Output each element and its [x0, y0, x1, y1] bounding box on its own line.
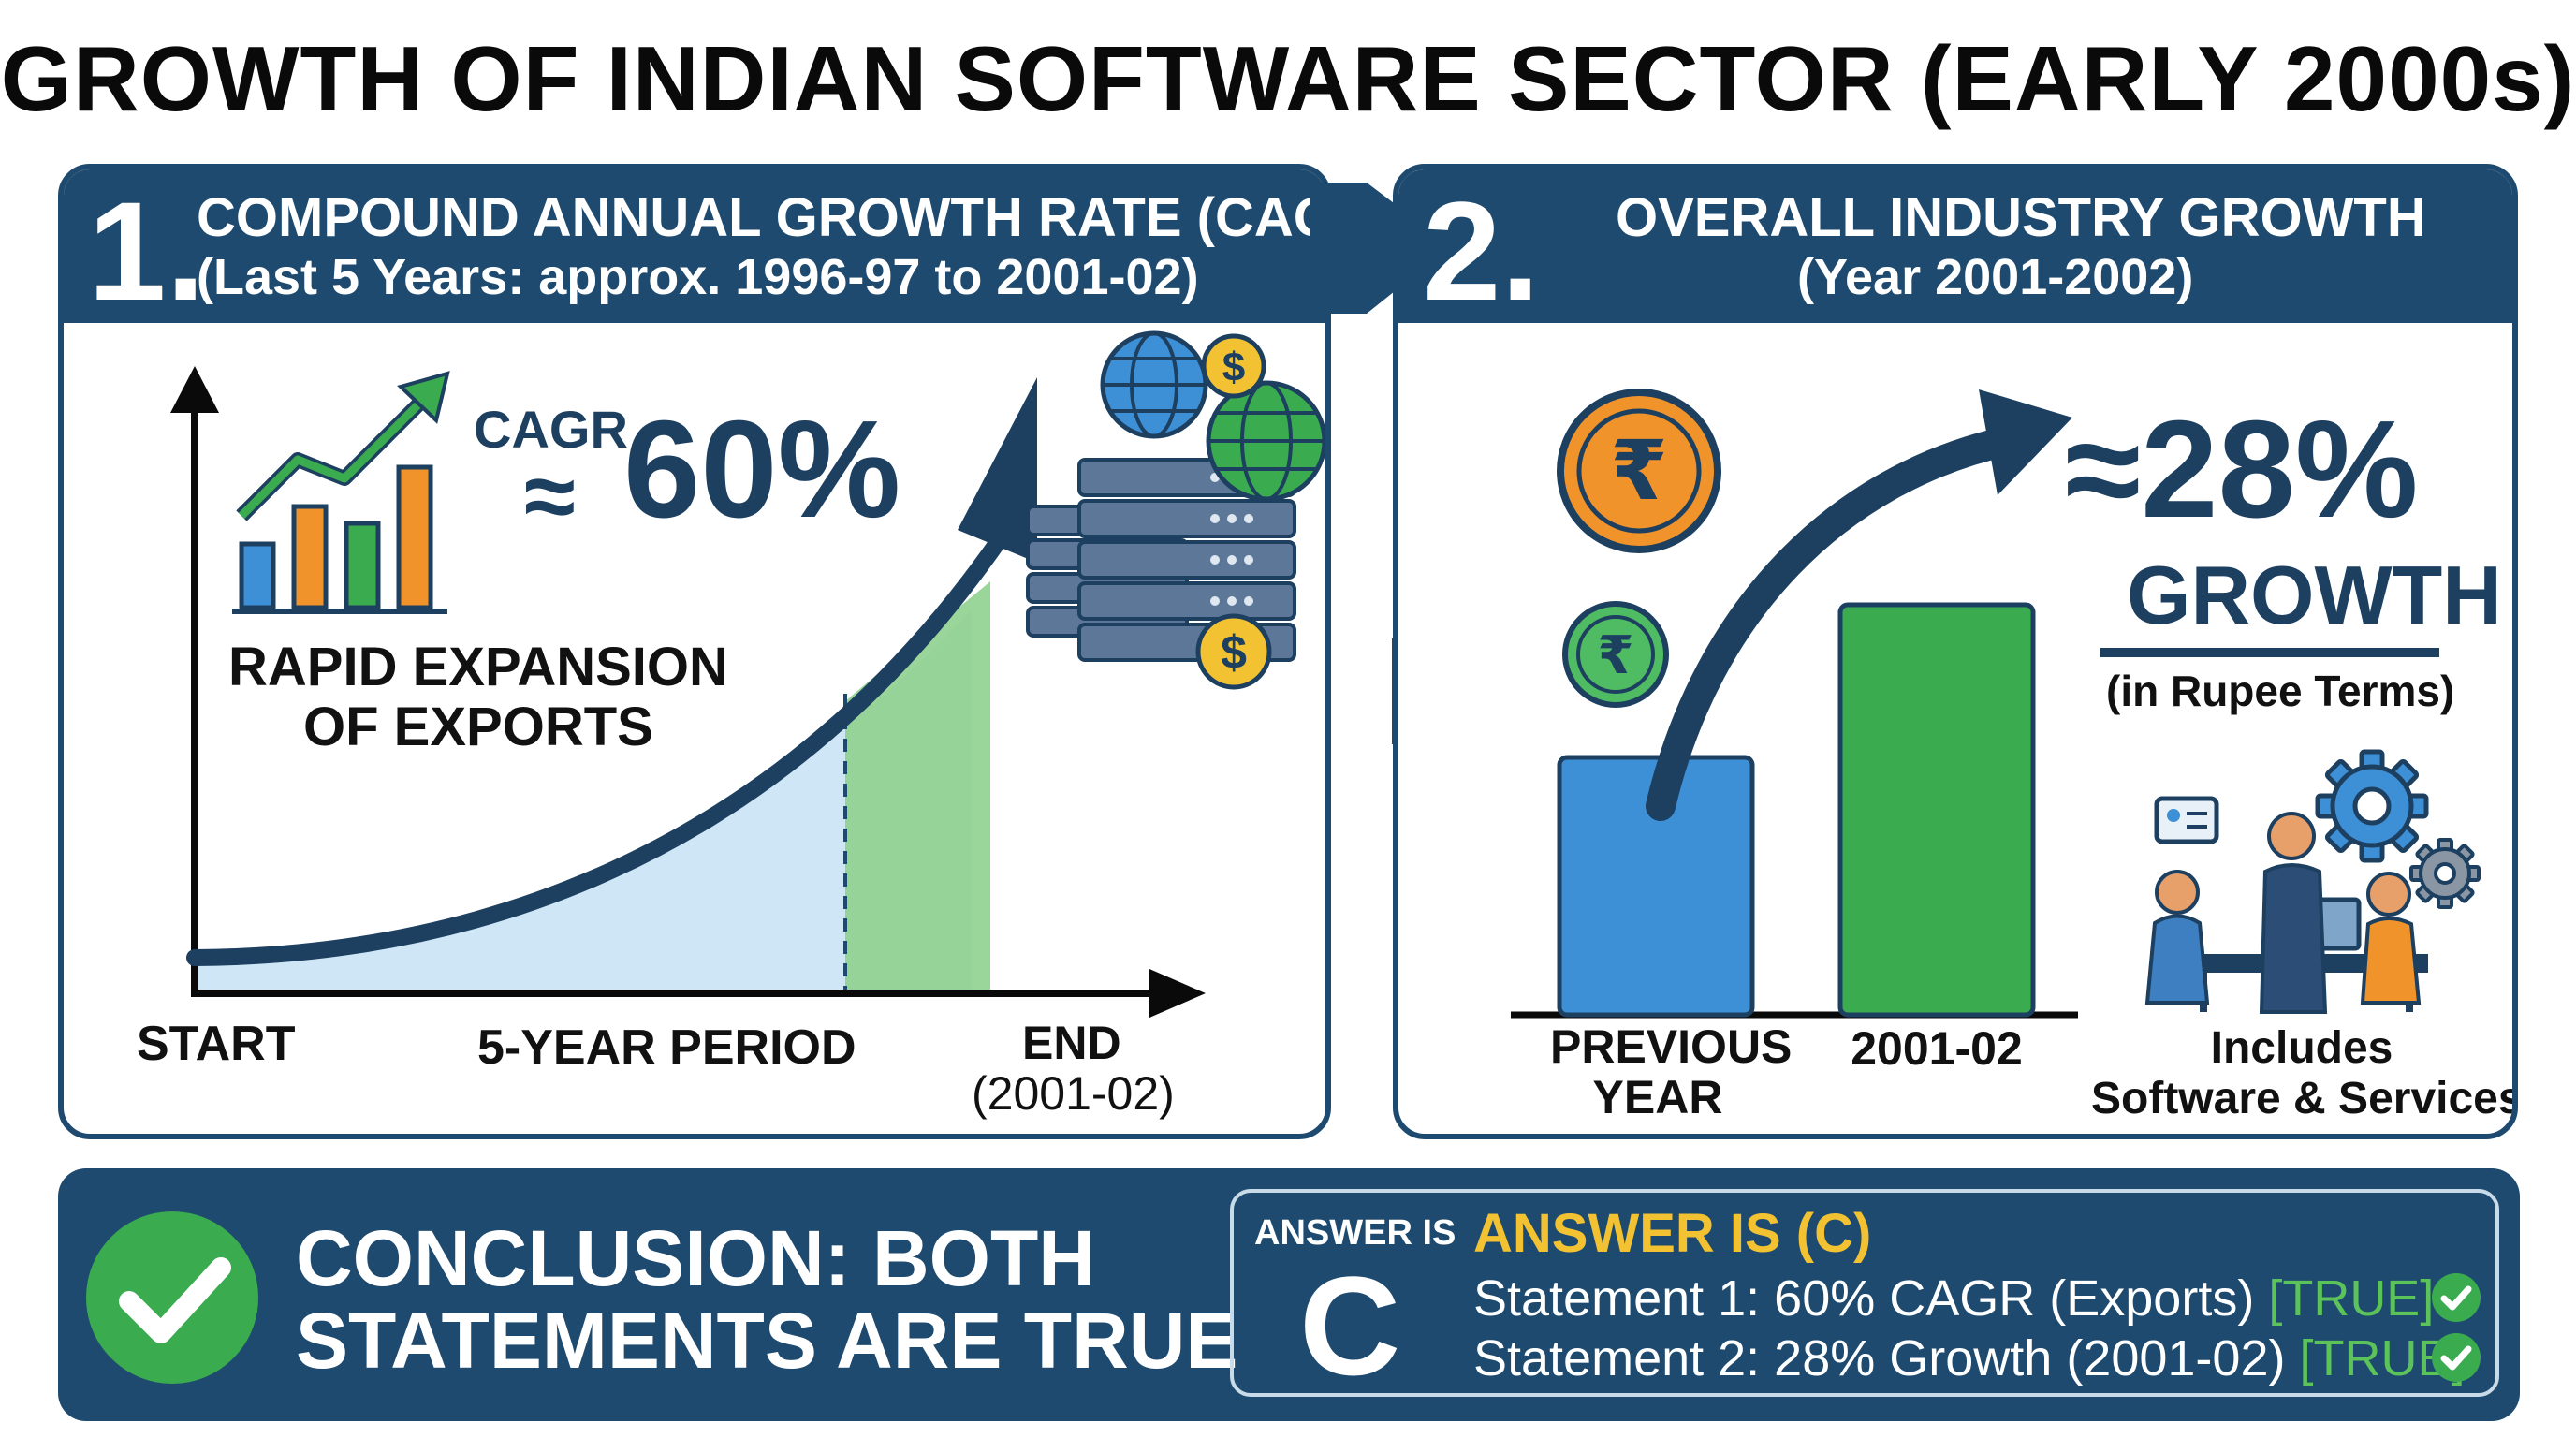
bar-2001-02	[1837, 602, 2036, 1018]
dollar-coin-icon: $ $	[1195, 333, 1272, 690]
exports-label-line2: OF EXPORTS	[303, 697, 653, 757]
answer-is-label: ANSWER IS	[1254, 1213, 1456, 1253]
page-title: GROWTH OF INDIAN SOFTWARE SECTOR (EARLY …	[0, 27, 2576, 130]
svg-text:$: $	[1221, 626, 1247, 679]
panel-heading: COMPOUND ANNUAL GROWTH RATE (CAGR)	[197, 187, 1331, 248]
trend-chart-icon	[232, 371, 450, 614]
statement-2-text: Statement 2: 28% Growth (2001-02)	[1473, 1330, 2286, 1387]
bar-label-current: 2001-02	[1851, 1022, 2023, 1075]
statement-1-text: Statement 1: 60% CAGR (Exports)	[1473, 1270, 2255, 1327]
panel-heading: OVERALL INDUSTRY GROWTH	[1616, 187, 2426, 248]
industry-growth-panel: 2. OVERALL INDUSTRY GROWTH (Year 2001-20…	[1393, 164, 2518, 1139]
growth-note: (in Rupee Terms)	[2106, 667, 2455, 715]
rupee-coin-icon: ₹	[1557, 389, 1721, 553]
x-label-end-year: (2001-02)	[972, 1067, 1175, 1120]
server-icon	[1026, 458, 1296, 662]
y-axis-arrow	[170, 366, 219, 413]
globe-icon	[1100, 330, 1325, 502]
industry-bar-chart: ₹ ₹	[1511, 389, 2481, 1019]
includes-note-line2: Software & Services	[2091, 1074, 2518, 1123]
x-label-end: END	[1022, 1017, 1121, 1069]
bar-label-previous-line2: YEAR	[1592, 1071, 1723, 1123]
x-label-period: 5-YEAR PERIOD	[477, 1020, 856, 1075]
svg-text:₹: ₹	[1610, 422, 1667, 519]
svg-text:₹: ₹	[1598, 625, 1634, 686]
connector-arrow	[1310, 183, 1451, 314]
cagr-label: CAGR	[474, 400, 628, 459]
cagr-chart: $ $	[170, 330, 1325, 1018]
x-axis-arrow	[1149, 969, 1206, 1018]
cagr-panel-header	[64, 169, 1325, 323]
statement-1-tag: [TRUE]	[2268, 1270, 2435, 1327]
exports-label-line1: RAPID EXPANSION	[228, 637, 728, 697]
statement-2: Statement 2: 28% Growth (2001-02) [TRUE]	[1473, 1329, 2466, 1387]
answer-box	[1230, 1189, 2499, 1397]
statement-1-check-icon	[2432, 1273, 2481, 1322]
rupee-coin-small-icon: ₹	[1562, 601, 1669, 708]
bar-label-previous-line1: PREVIOUS	[1550, 1020, 1793, 1073]
industry-panel-header	[1398, 169, 2512, 323]
cagr-value: 60%	[623, 392, 901, 547]
svg-text:$: $	[1222, 345, 1245, 390]
panel-number: 1.	[88, 172, 206, 330]
panel-number: 2.	[1423, 172, 1541, 330]
growth-curve-arrowhead	[958, 377, 1037, 563]
conclusion-line2: STATEMENTS ARE TRUE	[296, 1297, 1238, 1385]
conclusion-bar	[58, 1168, 2520, 1421]
conclusion-line1: CONCLUSION: BOTH	[296, 1214, 1095, 1302]
bar-previous-year	[1557, 755, 1755, 1018]
statement-2-check-icon	[2432, 1333, 2481, 1382]
includes-note: Includes Software & Services	[2091, 1023, 2512, 1124]
cagr-panel: 1. COMPOUND ANNUAL GROWTH RATE (CAGR) (L…	[58, 164, 1331, 1139]
growth-arrow-head	[1979, 389, 2072, 495]
panel-subheading: (Year 2001-2002)	[1797, 249, 2194, 305]
growth-curve	[186, 531, 1008, 966]
approx-symbol: ≈	[524, 444, 576, 549]
check-circle-icon	[86, 1211, 258, 1384]
statement-1: Statement 1: 60% CAGR (Exports) [TRUE]	[1473, 1269, 2434, 1328]
curve-area-fill	[195, 609, 972, 993]
gear-icon	[2315, 749, 2429, 863]
bar-label-previous: PREVIOUS YEAR	[1550, 1020, 1793, 1123]
team-meeting-icon	[2144, 796, 2428, 1014]
growth-arrow	[1646, 426, 2022, 821]
panel-subheading: (Last 5 Years: approx. 1996-97 to 2001-0…	[197, 249, 1199, 305]
growth-value: ≈28%	[2065, 392, 2419, 547]
answer-heading: ANSWER IS (C)	[1473, 1203, 1872, 1264]
growth-word: GROWTH	[2127, 549, 2502, 641]
small-gear-icon	[2409, 838, 2481, 909]
includes-note-line1: Includes	[2210, 1023, 2393, 1073]
x-label-start: START	[137, 1017, 296, 1071]
answer-letter: C	[1299, 1247, 1401, 1404]
